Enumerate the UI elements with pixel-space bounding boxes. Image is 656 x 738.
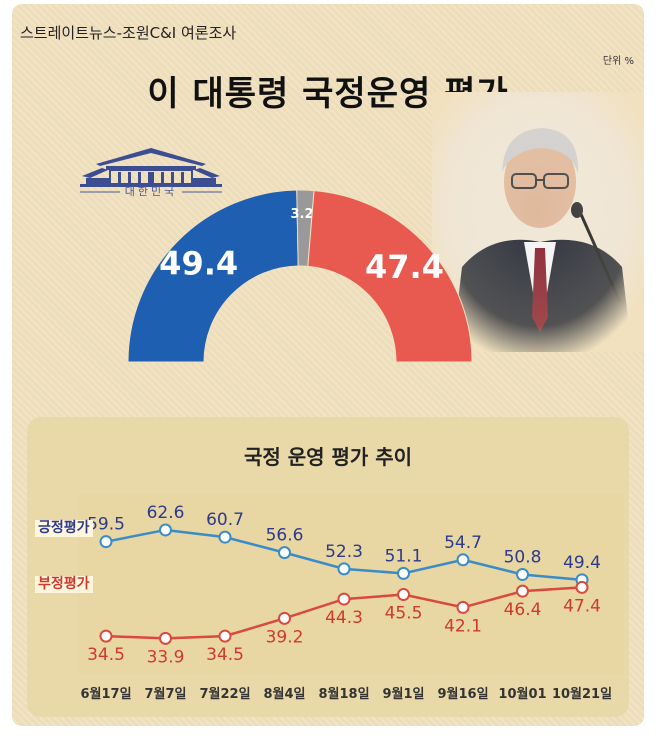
trend-title: 국정 운영 평가 추이 [243,445,413,469]
series-1-data-label: 45.5 [385,604,423,624]
series-1-point [99,629,113,643]
series-1-point [278,611,291,625]
series-1-data-label: 39.2 [266,627,304,647]
legend-negative: 부정평가 [35,576,93,593]
blue-house-emblem-icon [80,148,222,193]
series-0-point [397,566,410,580]
series-1-point [337,592,351,606]
series-1-point [218,629,232,643]
series-1-data-label: 33.9 [147,647,185,667]
x-tick-label: 8월18일 [318,686,369,702]
series-0-point [456,553,470,567]
series-1-data-label: 34.5 [206,645,244,665]
x-tick-label: 7월22일 [199,686,250,702]
series-0-data-label: 50.8 [504,548,542,568]
series-1-point [397,588,410,602]
emblem-caption: 대한민국 [124,185,178,198]
series-0-point [99,535,113,549]
series-0-data-label: 54.7 [444,533,482,553]
series-1-data-label: 42.1 [444,616,482,636]
series-0-point [516,568,529,582]
source-label: 스트레이트뉴스-조원C&I 여론조사 [20,24,237,42]
x-tick-label: 10월01 [498,686,546,702]
gauge-value-label-2: 47.4 [365,248,444,286]
series-1-point [516,584,529,598]
series-0-point [159,523,172,537]
unit-label: 단위 % [602,56,634,67]
gauge-value-label-0: 49.4 [159,245,238,283]
series-1-point [159,631,172,645]
x-tick-label: 9월16일 [437,686,488,702]
series-0-data-label: 49.4 [563,553,601,573]
gauge-value-label-1: 3.2 [290,207,313,222]
series-1-data-label: 47.4 [563,596,601,616]
series-1-data-label: 44.3 [325,608,363,628]
x-tick-label: 9월1일 [382,686,424,702]
series-0-data-label: 52.3 [325,542,363,562]
series-0-data-label: 51.1 [385,546,423,566]
series-0-point [278,546,291,560]
series-0-data-label: 60.7 [206,510,244,530]
gauge-slice-2 [307,190,473,363]
plot-area [78,494,624,674]
series-0-data-label: 56.6 [266,526,304,546]
legend-positive: 긍정평가 [35,520,93,537]
series-1-data-label: 34.5 [87,645,125,665]
gauge-slice-0 [127,189,299,363]
trend-line-chart: 59.5 62.6 60.7 56.6 52.3 51.1 54.7 50.8 49.4 34.5… [78,494,624,702]
x-tick-label: 7월7일 [144,686,186,702]
x-tick-label: 10월21일 [552,686,612,702]
approval-gauge: 49.4 3.2 47.4 [127,189,473,363]
series-0-point [337,562,351,576]
series-0-data-label: 59.5 [87,515,125,535]
x-tick-label: 8월4일 [263,686,305,702]
president-photo [432,92,644,352]
series-1-point [575,580,589,594]
infographic-card: 스트레이트뉴스-조원C&I 여론조사 단위 % 이 대통령 국정운영 평가 대한… [12,4,644,726]
series-0-data-label: 62.6 [147,503,185,523]
series-0-point [218,530,232,544]
x-tick-label: 6월17일 [80,686,131,702]
series-1-point [456,600,470,614]
series-1-data-label: 46.4 [504,600,542,620]
